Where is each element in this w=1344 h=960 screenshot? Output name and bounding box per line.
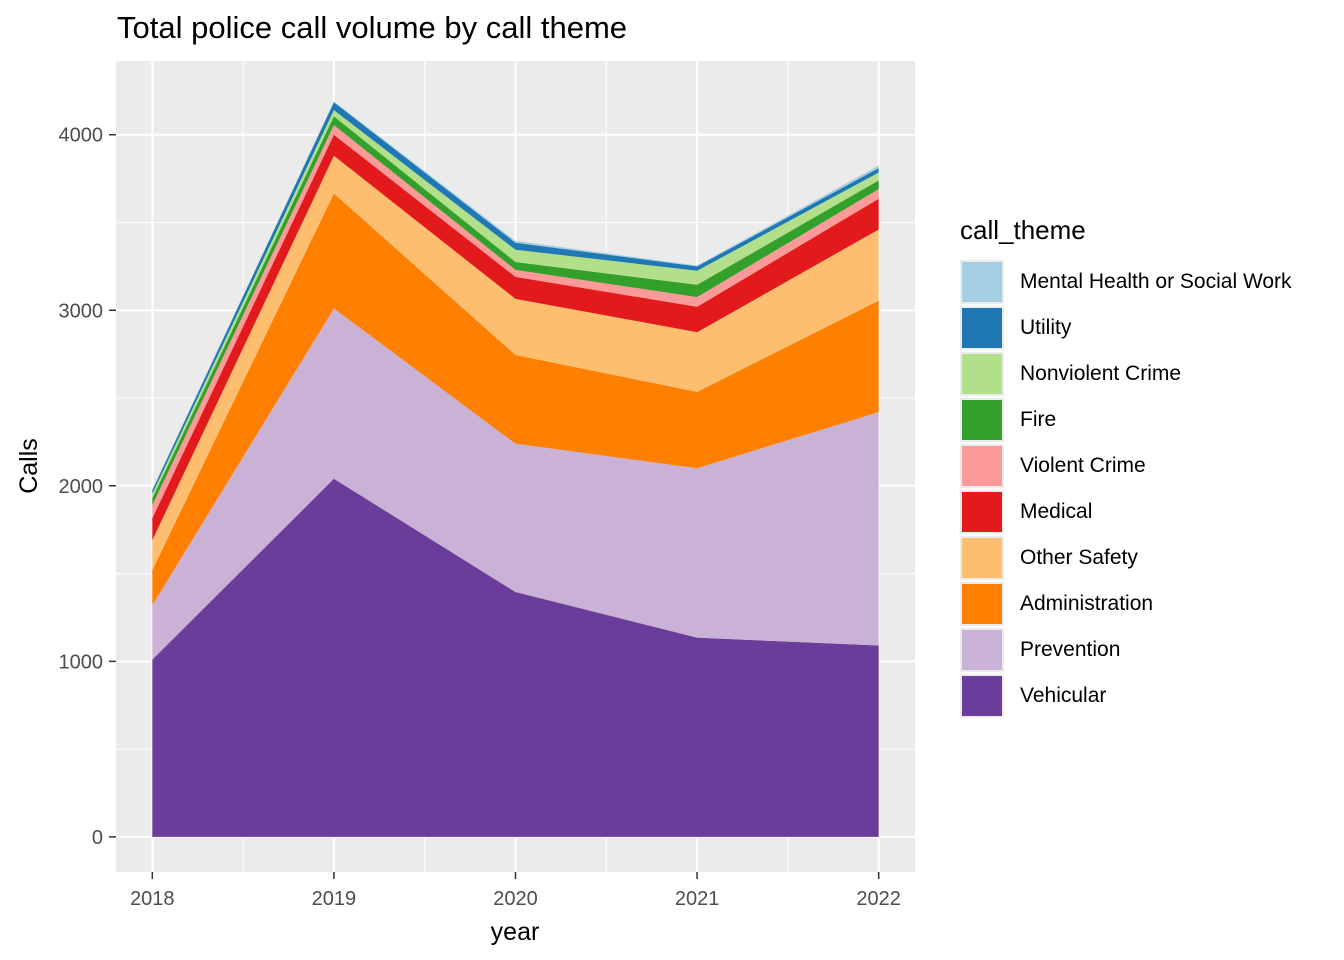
y-axis-title: Calls — [15, 438, 43, 494]
legend-label: Fire — [1020, 408, 1057, 431]
legend-key — [960, 674, 1004, 718]
x-tick-label: 2019 — [312, 888, 357, 910]
legend-label: Medical — [1020, 500, 1093, 523]
legend-label: Mental Health or Social Work — [1020, 270, 1292, 293]
legend-key — [960, 260, 1004, 304]
stacked-areas — [152, 101, 879, 837]
chart-title: Total police call volume by call theme — [117, 10, 628, 45]
y-tick-label: 1000 — [59, 651, 104, 673]
legend-item-other-safety: Other Safety — [960, 535, 1292, 581]
area-vehicular — [152, 478, 879, 837]
legend-label: Other Safety — [1020, 546, 1138, 569]
y-tick-label: 2000 — [59, 476, 104, 498]
x-axis-title: year — [491, 918, 540, 946]
x-tick-label: 2020 — [493, 888, 538, 910]
legend-item-violent-crime: Violent Crime — [960, 443, 1292, 489]
legend-swatch — [962, 262, 1002, 302]
y-tick-label: 3000 — [59, 300, 104, 322]
legend-swatch — [962, 400, 1002, 440]
legend-label: Nonviolent Crime — [1020, 362, 1182, 385]
y-tick-label: 0 — [92, 827, 103, 849]
legend-label: Utility — [1020, 316, 1072, 339]
legend-label: Administration — [1020, 592, 1154, 615]
legend: call_theme Mental Health or Social Work U… — [960, 215, 1292, 719]
legend-title: call_theme — [960, 215, 1086, 245]
legend-swatch — [962, 354, 1002, 394]
area-administration — [152, 193, 879, 606]
legend-swatch — [962, 308, 1002, 348]
legend-key — [960, 628, 1004, 672]
legend-key — [960, 444, 1004, 488]
area-prevention — [152, 308, 879, 660]
legend-swatch — [962, 630, 1002, 670]
legend-key — [960, 398, 1004, 442]
legend-label: Prevention — [1020, 638, 1121, 661]
legend-key — [960, 306, 1004, 350]
legend-item-vehicular: Vehicular — [960, 673, 1292, 719]
legend-item-medical: Medical — [960, 489, 1292, 535]
legend-item-utility: Utility — [960, 305, 1292, 351]
legend-item-mental-health-or-social-work: Mental Health or Social Work — [960, 259, 1292, 305]
legend-item-prevention: Prevention — [960, 627, 1292, 673]
legend-swatch — [962, 446, 1002, 486]
legend-swatch — [962, 538, 1002, 578]
legend-label: Vehicular — [1020, 684, 1107, 707]
legend-item-fire: Fire — [960, 397, 1292, 443]
x-tick-label: 2018 — [130, 888, 175, 910]
legend-swatch — [962, 492, 1002, 532]
legend-key — [960, 352, 1004, 396]
legend-swatch — [962, 676, 1002, 716]
y-tick-label: 4000 — [59, 125, 104, 147]
area-other-safety — [152, 155, 879, 571]
legend-key — [960, 490, 1004, 534]
legend-label: Violent Crime — [1020, 454, 1146, 477]
legend-item-administration: Administration — [960, 581, 1292, 627]
legend-items: Mental Health or Social Work Utility Nonvi… — [960, 259, 1292, 719]
legend-key — [960, 536, 1004, 580]
legend-item-nonviolent-crime: Nonviolent Crime — [960, 351, 1292, 397]
x-tick-label: 2021 — [675, 888, 720, 910]
x-tick-label: 2022 — [856, 888, 901, 910]
legend-key — [960, 582, 1004, 626]
legend-swatch — [962, 584, 1002, 624]
axis-ticks: 0 1000 2000 3000 4000 2018 2019 2020 2021 2022 — [59, 125, 901, 910]
